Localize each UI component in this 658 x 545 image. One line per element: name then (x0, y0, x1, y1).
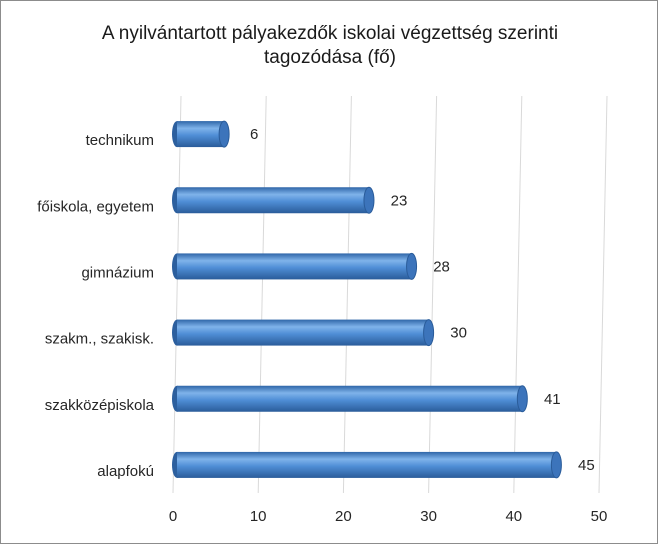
bar (172, 186, 375, 214)
x-tick-label: 0 (169, 508, 177, 525)
category-label: szakközépiskola (45, 397, 155, 414)
bar (172, 252, 418, 280)
bar-body (177, 121, 225, 148)
bar (172, 385, 528, 413)
bar-end-cap (550, 451, 562, 479)
x-gridline (598, 95, 608, 494)
category-label: főiskola, egyetem (37, 198, 154, 215)
bar-end-cap (423, 319, 435, 347)
bar-body (177, 451, 557, 478)
data-label: 28 (433, 258, 450, 275)
chart-title-line-2: tagozódása (fő) (264, 47, 396, 68)
x-tick-label: 40 (505, 508, 522, 525)
data-label: 30 (450, 325, 467, 342)
bar-end-cap (218, 120, 230, 148)
category-label: gimnázium (81, 264, 154, 281)
bar-body (177, 253, 412, 280)
bar-body (177, 319, 429, 346)
x-gridline (172, 95, 182, 494)
x-tick-label: 20 (335, 508, 352, 525)
data-label: 23 (391, 192, 408, 209)
bar-end-cap (406, 252, 418, 280)
x-gridline (513, 95, 523, 494)
bar (172, 319, 435, 347)
data-label: 41 (544, 391, 561, 408)
bar-end-cap (516, 385, 528, 413)
category-label: technikum (86, 132, 154, 149)
bar-body (177, 187, 369, 214)
x-gridline (342, 95, 352, 494)
gridlines (172, 95, 608, 494)
x-gridline (257, 95, 267, 494)
category-label: szakm., szakisk. (45, 331, 154, 348)
bar-end-cap (363, 186, 375, 214)
labels: 0 10 20 30 40 50 technikum 6 főiskola, egyetem 23… (37, 126, 607, 525)
chart-title-line-1: A nyilvántartott pályakezdők iskolai vég… (102, 23, 558, 44)
x-tick-label: 30 (420, 508, 437, 525)
data-label: 6 (250, 126, 258, 143)
category-label: alapfokú (97, 463, 154, 480)
x-tick-label: 50 (591, 508, 608, 525)
bar-body (177, 385, 523, 412)
data-label: 45 (578, 457, 595, 474)
x-gridline (428, 95, 438, 494)
x-tick-label: 10 (250, 508, 267, 525)
bar (172, 451, 562, 479)
bars (172, 120, 562, 479)
bar (172, 120, 230, 148)
